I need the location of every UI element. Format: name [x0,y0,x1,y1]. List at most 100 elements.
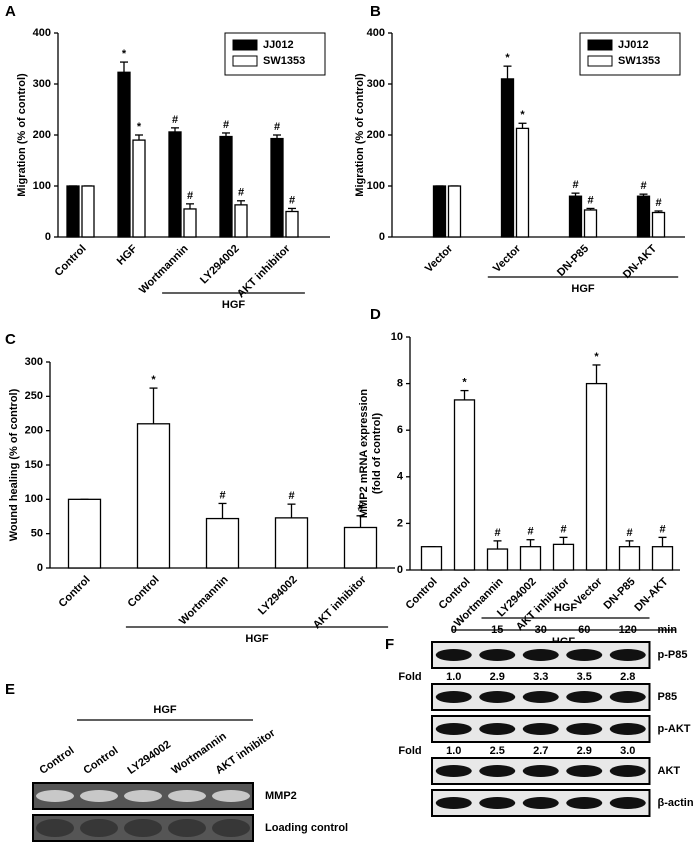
significance-mark: # [288,490,294,502]
significance-mark: # [587,194,593,206]
x-tick-label: DN-AKT [621,243,659,281]
y-tick-label: 300 [25,356,43,368]
bar [81,185,95,238]
band [522,723,559,735]
bar [432,185,447,238]
unit-label: min [658,624,678,636]
y-tick-label: 4 [397,471,404,483]
bar [234,204,248,238]
significance-mark: # [572,179,578,191]
x-tick-label: AKT inhibitor [235,242,293,300]
y-tick-label: 0 [397,564,403,576]
significance-mark: # [527,526,533,538]
x-tick-label: Control [57,574,93,610]
y-tick-label: 100 [33,180,51,192]
x-tick-label: LY294002 [198,243,242,287]
y-tick-label: 0 [45,231,51,243]
bar [651,546,674,571]
legend-label: SW1353 [618,55,660,67]
y-tick-label: 200 [33,129,51,141]
band [566,723,603,735]
time-label: 30 [535,624,547,636]
y-tick-label: 0 [37,562,43,574]
band [36,790,74,802]
time-label: 0 [451,624,457,636]
significance-mark: # [494,527,500,539]
significance-mark: # [238,187,244,199]
bar [636,195,651,238]
band [435,765,472,777]
bar [583,209,598,238]
fold-value: 2.5 [490,745,505,757]
bar [274,517,309,569]
significance-mark: # [357,502,363,514]
legend-swatch [232,55,258,67]
significance-mark: # [626,527,632,539]
band [479,797,516,809]
legend-swatch [587,55,613,67]
x-tick-label: LY294002 [256,574,300,618]
band [609,723,646,735]
y-axis-label: MMP2 mRNA expression [358,389,370,518]
band [479,765,516,777]
significance-mark: # [655,197,661,209]
significance-mark: * [462,376,467,388]
band [435,723,472,735]
lane-label: Control [38,745,77,777]
y-axis-label: Migration (% of control) [354,73,366,197]
fold-value: 3.3 [533,671,548,683]
band [566,649,603,661]
band [80,790,118,802]
group-label: HGF [554,602,578,614]
x-tick-label: Wortmannin [137,242,191,296]
significance-mark: * [594,351,599,363]
band [566,765,603,777]
row-label: p-P85 [658,649,688,661]
significance-mark: # [659,523,665,535]
fold-value: 1.0 [446,671,461,683]
band [479,649,516,661]
bar [343,526,378,569]
band [566,691,603,703]
bar [585,382,608,571]
band [435,797,472,809]
y-tick-label: 300 [367,78,385,90]
bar [568,195,583,238]
y-tick-label: 0 [379,231,385,243]
fold-value: 2.8 [620,671,635,683]
fold-label: Fold [398,745,421,757]
x-tick-label: Vector [572,575,605,608]
band [566,797,603,809]
y-tick-label: 250 [25,390,43,402]
x-tick-label: Vector [423,242,456,275]
x-tick-label: Control [126,574,162,610]
x-tick-label: Control [53,243,89,279]
significance-mark: # [187,190,193,202]
y-axis-label: (fold of control) [371,413,383,495]
significance-mark: # [289,194,295,206]
y-tick-label: 200 [367,129,385,141]
y-tick-label: 300 [33,78,51,90]
bar [552,543,575,571]
bar [618,546,641,571]
panel-label: E [5,681,15,698]
band [609,649,646,661]
bar [519,546,542,571]
group-label: HGF [571,283,595,295]
band [522,797,559,809]
panel-label: C [5,331,16,348]
y-tick-label: 400 [33,27,51,39]
y-axis-label: Wound healing (% of control) [8,388,20,541]
bar [420,546,443,571]
y-tick-label: 100 [367,180,385,192]
bar [117,71,131,238]
x-tick-label: Control [404,576,440,612]
x-tick-label: HGF [115,243,140,268]
panel-label: D [370,306,381,323]
y-tick-label: 8 [397,378,403,390]
fold-value: 1.0 [446,745,461,757]
significance-mark: * [505,52,510,64]
y-tick-label: 100 [25,493,43,505]
y-tick-label: 10 [391,331,403,343]
group-label: HGF [245,633,269,645]
